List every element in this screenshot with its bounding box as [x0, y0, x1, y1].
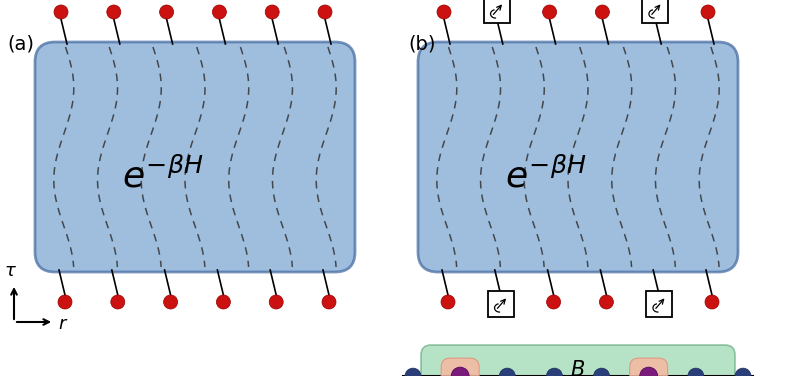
Circle shape	[107, 5, 120, 19]
Circle shape	[111, 295, 124, 309]
FancyBboxPatch shape	[418, 42, 737, 272]
Text: $e^{-\beta H}$: $e^{-\beta H}$	[504, 157, 586, 194]
Circle shape	[269, 295, 283, 309]
Circle shape	[687, 368, 703, 376]
Text: (a): (a)	[7, 34, 34, 53]
Circle shape	[160, 5, 173, 19]
Circle shape	[599, 295, 613, 309]
Circle shape	[542, 5, 556, 19]
FancyBboxPatch shape	[483, 0, 509, 23]
FancyBboxPatch shape	[646, 291, 671, 317]
Circle shape	[546, 295, 560, 309]
Circle shape	[54, 5, 68, 19]
FancyBboxPatch shape	[642, 0, 667, 23]
Circle shape	[700, 5, 714, 19]
Circle shape	[450, 367, 469, 376]
Circle shape	[405, 368, 421, 376]
Circle shape	[163, 295, 177, 309]
Circle shape	[593, 368, 609, 376]
Circle shape	[318, 5, 332, 19]
FancyBboxPatch shape	[35, 42, 355, 272]
Circle shape	[595, 5, 609, 19]
Text: $\tau$: $\tau$	[3, 262, 16, 280]
Circle shape	[546, 368, 562, 376]
Circle shape	[212, 5, 226, 19]
Circle shape	[734, 368, 750, 376]
Text: $r$: $r$	[58, 315, 68, 333]
Circle shape	[216, 295, 230, 309]
Circle shape	[58, 295, 72, 309]
Circle shape	[321, 295, 336, 309]
Circle shape	[437, 5, 450, 19]
Text: $e^{-\beta H}$: $e^{-\beta H}$	[122, 157, 203, 194]
Circle shape	[639, 367, 657, 376]
FancyBboxPatch shape	[487, 291, 513, 317]
Circle shape	[441, 295, 454, 309]
FancyBboxPatch shape	[421, 345, 734, 376]
FancyBboxPatch shape	[441, 358, 479, 376]
Circle shape	[704, 295, 718, 309]
Text: (b): (b)	[407, 34, 435, 53]
FancyBboxPatch shape	[629, 358, 666, 376]
Circle shape	[499, 368, 515, 376]
Circle shape	[265, 5, 279, 19]
Text: $B$: $B$	[570, 360, 585, 376]
